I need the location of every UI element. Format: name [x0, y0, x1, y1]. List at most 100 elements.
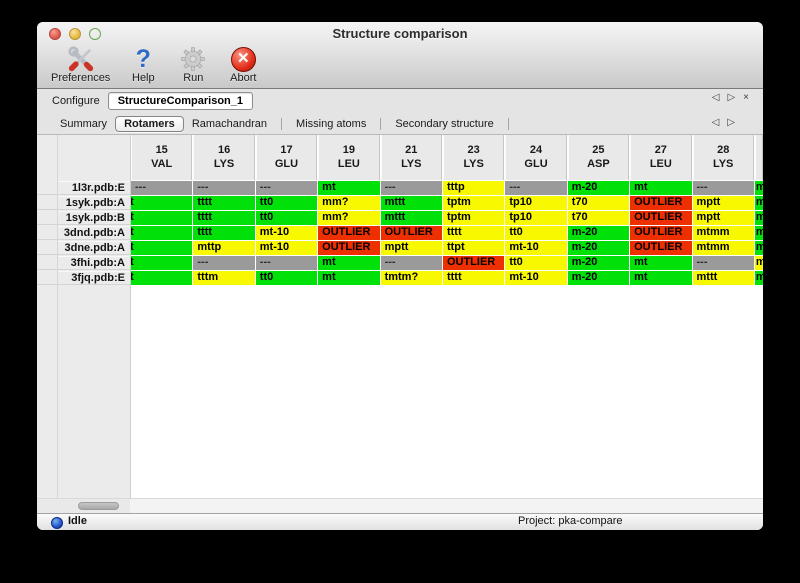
rotamer-cell[interactable]: mt: [318, 181, 380, 195]
rotamer-cell[interactable]: mt-10: [505, 241, 567, 255]
tab-rotamers[interactable]: Rotamers: [115, 115, 184, 132]
rotamer-cell[interactable]: ---: [380, 256, 442, 270]
rotamer-cell[interactable]: tttt: [193, 196, 255, 210]
rotamer-cell[interactable]: ---: [193, 256, 255, 270]
help-button[interactable]: ? Help: [126, 45, 160, 84]
rotamer-cell[interactable]: tttm: [193, 271, 255, 285]
rotamer-cell[interactable]: mm?: [318, 211, 380, 225]
rotamer-cell[interactable]: ttpt: [442, 241, 505, 255]
tab-missing-atoms[interactable]: Missing atoms: [296, 117, 367, 130]
rotamer-cell[interactable]: OUTLIER: [318, 226, 380, 240]
rotamer-cell[interactable]: t70: [567, 196, 630, 210]
rotamer-cell[interactable]: m-20: [567, 256, 630, 270]
run-button[interactable]: Run: [176, 45, 210, 84]
column-header-27[interactable]: 27 LEU: [630, 135, 692, 180]
rotamer-cell[interactable]: mttt: [380, 211, 442, 225]
rotamer-cell[interactable]: ---: [193, 181, 255, 195]
rotamer-cell[interactable]: OUTLIER: [630, 196, 692, 210]
rotamer-cell[interactable]: mptt: [380, 241, 442, 255]
rotamer-cell[interactable]: ---: [255, 181, 318, 195]
rotamer-cell[interactable]: tttp: [442, 181, 505, 195]
column-header-15[interactable]: 15 VAL: [131, 135, 193, 180]
rotamer-cell[interactable]: m-20: [567, 181, 630, 195]
rotamer-cell[interactable]: m-20: [567, 241, 630, 255]
abort-button[interactable]: ✕ Abort: [226, 45, 260, 84]
rotamer-cell[interactable]: mttt: [692, 271, 754, 285]
configure-next-icon[interactable]: ▷: [727, 92, 736, 103]
rotamer-cell[interactable]: mt: [318, 271, 380, 285]
rotamer-cell[interactable]: ---: [692, 256, 754, 270]
tabs-prev-icon[interactable]: ◁: [711, 117, 720, 128]
tabs-next-icon[interactable]: ▷: [727, 117, 735, 128]
rotamer-cell[interactable]: t70: [567, 211, 630, 225]
rotamer-cell[interactable]: tttt: [442, 271, 505, 285]
rotamer-cell[interactable]: mtmm: [692, 241, 754, 255]
rotamer-cell[interactable]: ---: [131, 181, 193, 195]
rotamer-cell[interactable]: tt0: [505, 226, 567, 240]
rotamer-cell[interactable]: t: [131, 241, 193, 255]
close-window-button[interactable]: [49, 28, 61, 40]
tab-secondary-structure[interactable]: Secondary structure: [395, 117, 494, 130]
rotamer-cell[interactable]: OUTLIER: [630, 241, 692, 255]
rotamer-cell[interactable]: OUTLIER: [442, 256, 505, 270]
rotamer-cell[interactable]: OUTLIER: [630, 211, 692, 225]
tab-ramachandran[interactable]: Ramachandran: [191, 117, 268, 130]
rotamer-cell[interactable]: mt-10: [255, 241, 318, 255]
column-header-16[interactable]: 16 LYS: [193, 135, 255, 180]
horizontal-scrollbar[interactable]: [37, 498, 763, 513]
rotamer-cell[interactable]: mtmm: [692, 226, 754, 240]
rotamer-cell[interactable]: t: [131, 271, 193, 285]
column-header-28[interactable]: 28 LYS: [692, 135, 754, 180]
configure-name-field[interactable]: StructureComparison_1: [107, 92, 254, 110]
rotamer-cell[interactable]: mt: [630, 271, 692, 285]
rotamer-cell[interactable]: tmtm?: [380, 271, 442, 285]
column-header-19[interactable]: 19 LEU: [318, 135, 380, 180]
row-label[interactable]: 1syk.pdb:A: [58, 196, 130, 210]
preferences-button[interactable]: Preferences: [51, 45, 110, 84]
row-label[interactable]: 1syk.pdb:B: [58, 211, 130, 225]
rotamer-cell[interactable]: m-20: [567, 226, 630, 240]
rotamer-cell[interactable]: tt0: [255, 196, 318, 210]
rotamer-cell[interactable]: mptt: [692, 196, 754, 210]
row-label[interactable]: 3dnd.pdb:A: [58, 226, 130, 240]
rotamer-cell[interactable]: mt-10: [505, 271, 567, 285]
rotamer-cell[interactable]: m-20: [567, 271, 630, 285]
configure-close-icon[interactable]: ×: [743, 92, 749, 103]
rotamer-cell[interactable]: mptt: [692, 211, 754, 225]
rotamer-cell[interactable]: tt0: [255, 271, 318, 285]
rotamer-cell[interactable]: OUTLIER: [630, 226, 692, 240]
rotamer-cell[interactable]: OUTLIER: [318, 241, 380, 255]
rotamer-cell[interactable]: mt: [630, 181, 692, 195]
rotamer-cell[interactable]: OUTLIER: [380, 226, 442, 240]
rotamer-cell[interactable]: mt: [630, 256, 692, 270]
configure-prev-icon[interactable]: ◁: [711, 92, 720, 103]
rotamer-cell[interactable]: mttt: [380, 196, 442, 210]
rotamer-cell[interactable]: t: [131, 256, 193, 270]
horizontal-scrollbar-thumb[interactable]: [78, 502, 119, 510]
rotamer-cell[interactable]: ---: [505, 181, 567, 195]
rotamer-cell[interactable]: tt0: [255, 211, 318, 225]
row-label[interactable]: 3dne.pdb:A: [58, 241, 130, 255]
rotamer-cell[interactable]: tp10: [505, 196, 567, 210]
column-header-23[interactable]: 23 LYS: [442, 135, 505, 180]
rotamer-cell[interactable]: tp10: [505, 211, 567, 225]
rotamer-cell[interactable]: tptm: [442, 196, 505, 210]
rotamer-cell[interactable]: ---: [380, 181, 442, 195]
rotamer-cell[interactable]: tt0: [505, 256, 567, 270]
row-label[interactable]: 3fhi.pdb:A: [58, 256, 130, 270]
rotamer-cell[interactable]: mt: [318, 256, 380, 270]
rotamer-cell[interactable]: tttt: [193, 226, 255, 240]
rotamer-cell[interactable]: ---: [255, 256, 318, 270]
rotamer-cell[interactable]: mt-10: [255, 226, 318, 240]
zoom-window-button[interactable]: [89, 28, 101, 40]
column-header-21[interactable]: 21 LYS: [380, 135, 442, 180]
tab-summary[interactable]: Summary: [60, 117, 108, 130]
rotamer-cell[interactable]: mttp: [193, 241, 255, 255]
rotamer-cell[interactable]: t: [131, 226, 193, 240]
rotamer-cell[interactable]: mm?: [318, 196, 380, 210]
rotamer-cell[interactable]: ---: [692, 181, 754, 195]
column-header-17[interactable]: 17 GLU: [255, 135, 318, 180]
rotamer-cell[interactable]: t: [131, 196, 193, 210]
column-header-25[interactable]: 25 ASP: [567, 135, 630, 180]
row-label[interactable]: 1l3r.pdb:E: [58, 181, 130, 195]
